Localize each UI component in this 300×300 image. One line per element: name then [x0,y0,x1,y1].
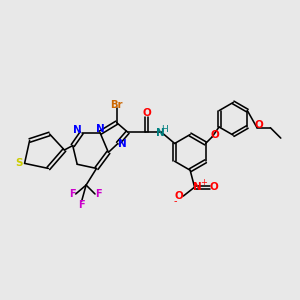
Text: O: O [211,130,220,140]
Text: O: O [142,108,151,118]
Text: O: O [254,120,263,130]
Text: H: H [161,125,168,134]
Text: Br: Br [110,100,123,110]
Text: -: - [173,196,177,206]
Text: F: F [78,200,85,210]
Text: N: N [193,182,202,192]
Text: +: + [200,178,207,188]
Text: O: O [175,191,184,201]
Text: N: N [118,139,126,149]
Text: N: N [96,124,105,134]
Text: N: N [156,128,164,138]
Text: S: S [16,158,23,168]
Text: F: F [95,189,102,199]
Text: F: F [69,189,75,199]
Text: N: N [74,125,82,135]
Text: O: O [210,182,219,192]
